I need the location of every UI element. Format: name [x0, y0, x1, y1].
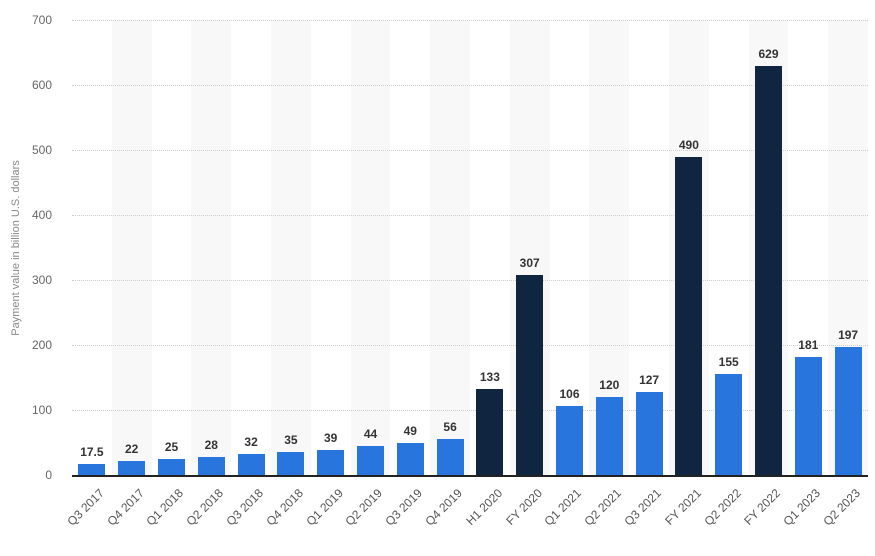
gridline — [72, 20, 868, 21]
y-tick-label: 700 — [31, 13, 52, 27]
data-label: 32 — [244, 435, 258, 450]
column-stripe — [271, 20, 311, 475]
x-tick-label: Q1 2023 — [780, 486, 824, 529]
bar-fy-2020[interactable] — [516, 275, 544, 475]
gridline — [72, 85, 868, 86]
y-tick-label: 0 — [45, 468, 52, 482]
data-label: 35 — [284, 433, 298, 448]
bar-q1-2021[interactable] — [556, 406, 583, 475]
bar-q1-2018[interactable] — [158, 458, 185, 475]
x-tick-label: H1 2020 — [462, 486, 505, 528]
bar-q4-2018[interactable] — [277, 452, 305, 475]
data-label: 17.5 — [80, 444, 104, 459]
bar-q2-2021[interactable] — [595, 397, 623, 475]
data-label: 155 — [718, 355, 739, 370]
x-tick-label: Q2 2023 — [820, 486, 864, 529]
x-tick-label: Q1 2018 — [143, 486, 187, 529]
x-tick-label: Q4 2019 — [422, 486, 466, 529]
x-tick-label: Q1 2019 — [303, 486, 346, 529]
bar-q2-2023[interactable] — [834, 346, 862, 475]
bar-fy-2022[interactable] — [755, 66, 782, 475]
x-tick-label: Q2 2022 — [701, 486, 744, 529]
x-tick-label: FY 2020 — [502, 486, 545, 528]
x-tick-label: Q1 2021 — [541, 486, 585, 529]
y-tick-label: 600 — [31, 78, 52, 92]
bar-q3-2019[interactable] — [396, 443, 424, 475]
x-tick-label: Q4 2018 — [263, 486, 306, 529]
bar-h1-2020[interactable] — [476, 388, 504, 475]
x-tick-label: Q3 2017 — [64, 486, 107, 529]
data-label: 197 — [838, 327, 859, 342]
data-label: 127 — [639, 373, 660, 388]
x-tick-label: Q2 2019 — [342, 486, 386, 529]
data-label: 106 — [559, 387, 580, 402]
bar-q2-2019[interactable] — [357, 446, 384, 475]
x-tick-label: Q4 2017 — [104, 486, 147, 529]
gridline — [72, 215, 868, 216]
x-tick-label: Q3 2019 — [382, 486, 426, 529]
data-label: 49 — [403, 424, 417, 439]
bar-q1-2023[interactable] — [794, 357, 822, 475]
data-label: 490 — [678, 137, 699, 152]
column-stripe — [191, 20, 232, 475]
y-tick-label: 400 — [31, 208, 52, 222]
bar-q3-2017[interactable] — [78, 463, 106, 475]
y-tick-label: 500 — [31, 143, 52, 157]
data-label: 39 — [324, 430, 338, 445]
data-label: 28 — [204, 437, 218, 452]
column-stripe — [350, 20, 391, 475]
bar-q2-2018[interactable] — [197, 456, 225, 475]
data-label: 22 — [125, 441, 139, 456]
gridline — [72, 410, 868, 411]
x-tick-label: Q2 2018 — [183, 486, 227, 529]
y-tick-label: 100 — [31, 403, 52, 417]
gridline — [72, 345, 868, 346]
data-label: 133 — [479, 369, 500, 384]
bar-fy-2021[interactable] — [675, 156, 703, 475]
y-axis-label: Payment value in billion U.S. dollars — [10, 160, 22, 336]
data-label: 120 — [599, 378, 620, 392]
x-tick-label: FY 2022 — [741, 486, 784, 528]
gridline — [72, 280, 868, 281]
data-label: 181 — [798, 338, 819, 353]
bar-q1-2019[interactable] — [317, 449, 345, 475]
x-tick-label: FY 2021 — [661, 486, 704, 528]
column-stripe — [430, 20, 470, 475]
bar-q3-2021[interactable] — [635, 392, 663, 475]
x-tick-label: Q3 2018 — [223, 486, 267, 529]
column-stripe — [111, 20, 152, 475]
data-label: 56 — [443, 419, 457, 434]
data-label: 307 — [519, 256, 540, 271]
y-tick-label: 300 — [31, 273, 52, 287]
bar-q2-2022[interactable] — [715, 374, 743, 475]
data-label: 44 — [363, 427, 378, 442]
data-label: 629 — [758, 47, 779, 62]
x-tick-label: Q3 2021 — [621, 486, 665, 529]
y-tick-label: 200 — [31, 338, 52, 352]
bar-q4-2017[interactable] — [118, 460, 146, 475]
gridline — [72, 150, 868, 151]
data-label: 25 — [164, 439, 179, 454]
bar-q3-2018[interactable] — [237, 454, 265, 475]
bar-q4-2019[interactable] — [436, 438, 464, 475]
x-axis-line — [72, 475, 868, 477]
x-tick-label: Q2 2021 — [581, 486, 625, 529]
